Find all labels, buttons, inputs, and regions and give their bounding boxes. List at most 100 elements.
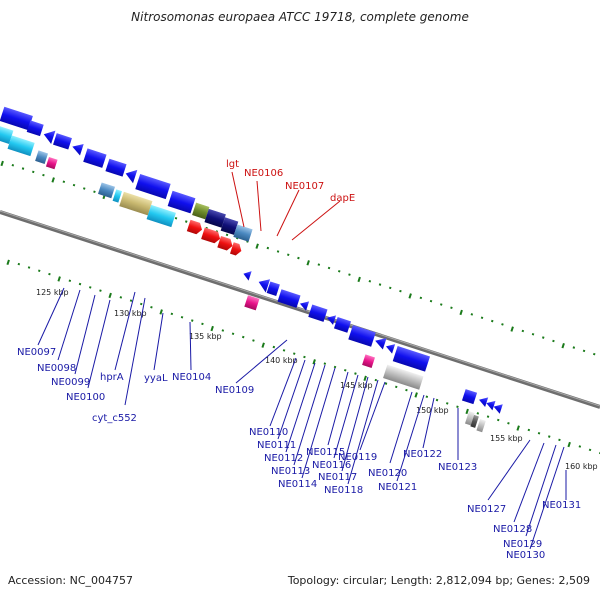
minor-tick: [231, 332, 235, 336]
gene-label: NE0127: [467, 504, 506, 515]
minor-tick: [174, 217, 178, 220]
minor-tick: [439, 303, 443, 306]
major-tick: [357, 276, 361, 283]
gene-label: NE0115: [306, 447, 345, 458]
leader-line: [269, 357, 297, 427]
minor-tick: [82, 187, 86, 190]
minor-tick: [184, 220, 188, 223]
gene-feature: [385, 344, 396, 354]
minor-tick: [531, 333, 535, 336]
major-tick: [459, 309, 463, 316]
gene-feature: [383, 364, 424, 390]
gene-feature: [375, 338, 387, 350]
gene-feature: [146, 204, 176, 228]
leader-line: [87, 299, 111, 389]
gene-feature: [244, 295, 260, 311]
major-tick: [261, 342, 265, 348]
map-title: Nitrosomonas europaea ATCC 19718, comple…: [131, 10, 469, 24]
gene-label: NE0106: [244, 168, 283, 179]
leader-line: [301, 367, 336, 479]
minor-tick: [490, 319, 494, 323]
major-tick: [306, 260, 310, 266]
gene-feature: [35, 150, 49, 164]
genome-summary-text: Topology: circular; Length: 2,812,094 bp…: [287, 574, 590, 587]
leader-line: [276, 189, 300, 237]
gene-features: [0, 106, 503, 433]
gene-label: NE0116: [312, 460, 351, 471]
scale-label: 150 kbp: [416, 406, 449, 415]
minor-tick: [354, 372, 357, 375]
gene-feature: [258, 279, 271, 293]
gene-label: NE0111: [257, 440, 296, 451]
gene-label: cyt_c552: [92, 413, 137, 424]
gene-feature: [45, 156, 58, 170]
major-tick: [408, 293, 412, 299]
gene-feature: [186, 219, 202, 235]
genome-backbone-highlight: [0, 210, 600, 407]
gene-label: hprA: [100, 372, 124, 383]
scale-label: 160 kbp: [565, 462, 598, 471]
gene-label: dapE: [330, 193, 355, 204]
leader-line: [525, 444, 557, 537]
minor-tick: [470, 313, 474, 316]
minor-tick: [292, 352, 296, 355]
minor-tick: [282, 349, 286, 352]
gene-feature: [217, 235, 233, 251]
minor-tick: [78, 282, 82, 286]
minor-tick: [170, 312, 174, 316]
minor-tick: [221, 329, 225, 332]
minor-tick: [343, 368, 347, 372]
leader-line: [189, 321, 192, 371]
minor-tick: [129, 299, 133, 302]
minor-tick: [62, 180, 66, 184]
gene-label: NE0122: [403, 449, 442, 460]
major-tick: [363, 375, 367, 381]
gene-feature: [0, 106, 33, 131]
gene-label: NE0109: [215, 385, 254, 396]
blue-label-leaders: [37, 287, 567, 550]
minor-tick: [368, 280, 372, 283]
minor-tick: [419, 296, 423, 300]
gene-label: NE0107: [285, 181, 324, 192]
minor-tick: [537, 431, 541, 435]
minor-tick: [456, 405, 459, 409]
minor-tick: [527, 428, 531, 432]
minor-tick: [476, 412, 480, 415]
gene-feature-group-right: [461, 389, 503, 433]
gene-feature: [83, 148, 107, 168]
gene-feature: [277, 289, 301, 308]
leader-line: [396, 394, 425, 482]
minor-tick: [139, 302, 143, 306]
leader-line: [291, 200, 341, 241]
minor-tick: [445, 402, 449, 405]
leader-line: [57, 289, 81, 361]
minor-tick: [42, 173, 45, 177]
leader-line: [422, 397, 435, 449]
gene-feature: [220, 217, 239, 235]
leader-line: [231, 171, 245, 228]
major-tick: [465, 408, 469, 415]
leader-line: [114, 291, 136, 371]
major-tick: [6, 259, 10, 265]
scale-label: 155 kbp: [490, 434, 523, 443]
minor-tick: [547, 435, 551, 438]
gene-feature: [243, 271, 252, 281]
major-tick: [567, 441, 571, 448]
leader-line: [333, 374, 359, 459]
leader-line: [341, 376, 369, 472]
gene-feature: [486, 400, 496, 411]
leader-line: [293, 364, 326, 466]
minor-tick: [180, 316, 184, 319]
gene-label: NE0120: [368, 468, 407, 479]
gene-label: NE0131: [542, 500, 581, 511]
gene-label: yyaL: [144, 373, 168, 384]
leader-line: [513, 442, 545, 523]
major-tick: [312, 359, 316, 365]
leader-line: [529, 446, 565, 550]
major-tick: [516, 425, 520, 431]
minor-tick: [317, 263, 321, 266]
gene-label: NE0112: [264, 453, 303, 464]
minor-tick: [297, 256, 300, 260]
gene-feature: [167, 190, 196, 214]
gene-label: NE0098: [37, 363, 76, 374]
